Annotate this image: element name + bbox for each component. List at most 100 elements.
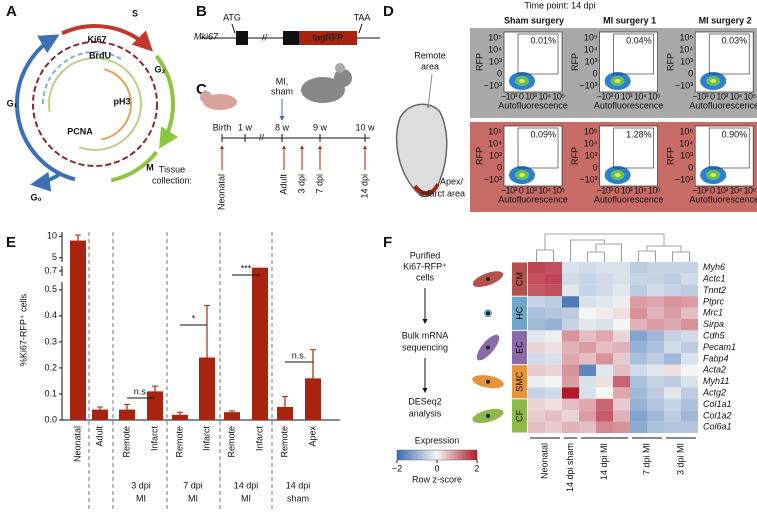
start-codon: ATG [223,12,241,22]
heatmap-cell [613,330,630,342]
heatmap-cell [664,307,681,319]
group-label: 7 dpi [183,480,203,490]
x-tick-labels: −10³ 0 10³ 10⁴ 10⁵ [501,91,565,101]
flow-density [519,79,525,83]
gate [708,33,750,75]
heatmap-cell [681,398,698,411]
heatmap-cell [562,284,579,297]
heatmap-cell [630,364,647,376]
workflow-step: cells [416,272,435,282]
y-tick-label: 10³ [680,150,693,160]
x-tick-label: Adult [94,426,104,447]
remote-label: Remote [414,50,446,60]
heatmap-cell [630,273,647,285]
panel-letter: A [6,3,17,20]
heatmap-cell [579,376,596,388]
heatmap-cell [579,364,596,376]
dendrogram [544,233,665,250]
colorbar-swatch [407,450,410,460]
colorbar-swatch [431,450,434,460]
heatmap-cell [596,296,613,308]
heatmap-cell [664,421,681,433]
x-axis-label: Autofluorescence [498,194,568,204]
heatmap-cell [528,284,545,297]
row-label: Acta2 [702,365,726,375]
row-group-label: CM [514,272,524,286]
heatmap-cell [562,319,579,331]
row-label: Col6a1 [703,422,732,432]
heatmap-cell [528,273,545,285]
y-tick-label: −10³ [579,174,597,184]
row-label: Col1a2 [703,410,732,420]
y-tick-label: 10⁴ [679,138,693,148]
group-label: 14 dpi [286,480,311,490]
gate-percent: 0.90% [722,129,748,139]
heatmap-cell [681,307,698,319]
gate [613,33,654,75]
row-label: Col1a1 [703,399,732,409]
heatmap-cell [681,421,698,433]
colorbar-tick-label: −2 [392,463,402,473]
heatmap-cell [613,341,630,354]
y-tick-label: −10³ [675,80,693,90]
y-axis-label: RFP [474,147,484,165]
heatmap-cell [562,376,579,388]
heatmap-cell [579,341,596,354]
heatmap-cell [630,421,647,433]
heatmap-cell [596,376,613,388]
flow-density [519,173,525,177]
y-axis-title: %Ki67-RFP⁺ cells [18,293,28,366]
heatmap-cell [681,341,698,354]
heatmap-cell [613,398,630,411]
heatmap-cell [528,353,545,365]
heatmap-cell [596,421,613,433]
heatmap-cell [630,319,647,331]
heatmap-cell [647,262,664,274]
colorbar-swatch [409,450,412,460]
heatmap-cell [596,341,613,354]
y-tick-label: −10³ [579,80,597,90]
heatmap-cell [545,410,562,422]
y-tick-label: 10³ [585,56,598,66]
gate-percent: 1.28% [626,129,652,139]
heatmap-cell [681,273,698,285]
cycle-label: G₂ [155,64,166,74]
heatmap-cell [664,353,681,365]
heatmap-cell [630,284,647,297]
colorbar-label: Row z-score [412,474,462,484]
colorbar-swatch [423,450,426,460]
colorbar-swatch [405,450,408,460]
heatmap-cell [647,330,664,342]
collection-label: 3 dpi [296,174,306,194]
x-tick-label: Infarct [201,426,211,452]
dendrogram [536,249,554,262]
gate-percent: 0.03% [722,35,748,45]
workflow-step: Purified [410,250,441,260]
heatmap-cell [681,284,698,297]
workflow-step: DESeq2 [408,396,442,406]
collection-label: 7 dpi [314,174,324,194]
heatmap-cell [545,307,562,319]
remote-arrow [425,73,433,109]
reporter-label: tagRFP [313,32,344,42]
cell-nucleus [486,345,490,350]
y-tick-label: 10⁵ [488,126,502,136]
heatmap-cell [528,387,545,399]
exon [236,31,248,45]
heatmap-cell [630,296,647,308]
heatmap-cell [613,376,630,388]
heatmap-cell [630,353,647,365]
heatmap-cell [596,273,613,285]
y-tick-label: 10³ [585,150,598,160]
significance-label: *** [241,263,252,273]
heatmap-cell [647,364,664,376]
heatmap-cell [664,364,681,376]
bar [92,409,108,420]
colorbar-swatch [453,450,456,460]
y-tick-label: 0 [497,68,502,78]
significance-label: n.s. [292,350,307,360]
heatmap-cell [562,341,579,354]
exon-label: 14 [286,32,296,42]
colorbar-swatch [445,450,448,460]
